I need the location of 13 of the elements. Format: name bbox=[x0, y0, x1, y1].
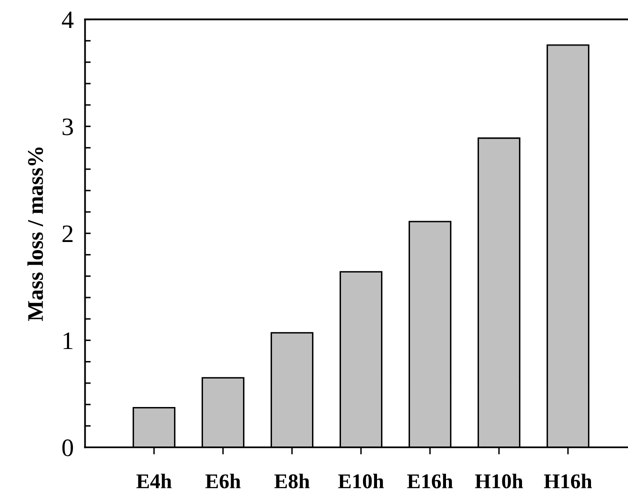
x-tick-label: E4h bbox=[136, 474, 172, 488]
x-tick-label: H10h bbox=[475, 474, 523, 488]
x-tick-label: E8h bbox=[274, 474, 310, 488]
x-tick-label: E16h bbox=[407, 474, 453, 488]
x-tick-label: E6h bbox=[205, 474, 241, 488]
x-tick-label: H16h bbox=[544, 474, 592, 488]
y-tick-label: 0 bbox=[62, 439, 73, 456]
y-tick-label: 3 bbox=[62, 118, 73, 136]
y-tick-label: 1 bbox=[64, 332, 72, 349]
x-tick-label: E10h bbox=[338, 474, 384, 488]
y-tick-label: 4 bbox=[62, 12, 74, 28]
y-axis-title: Mass loss / mass% bbox=[27, 147, 44, 321]
y-tick-label: 2 bbox=[62, 225, 73, 242]
